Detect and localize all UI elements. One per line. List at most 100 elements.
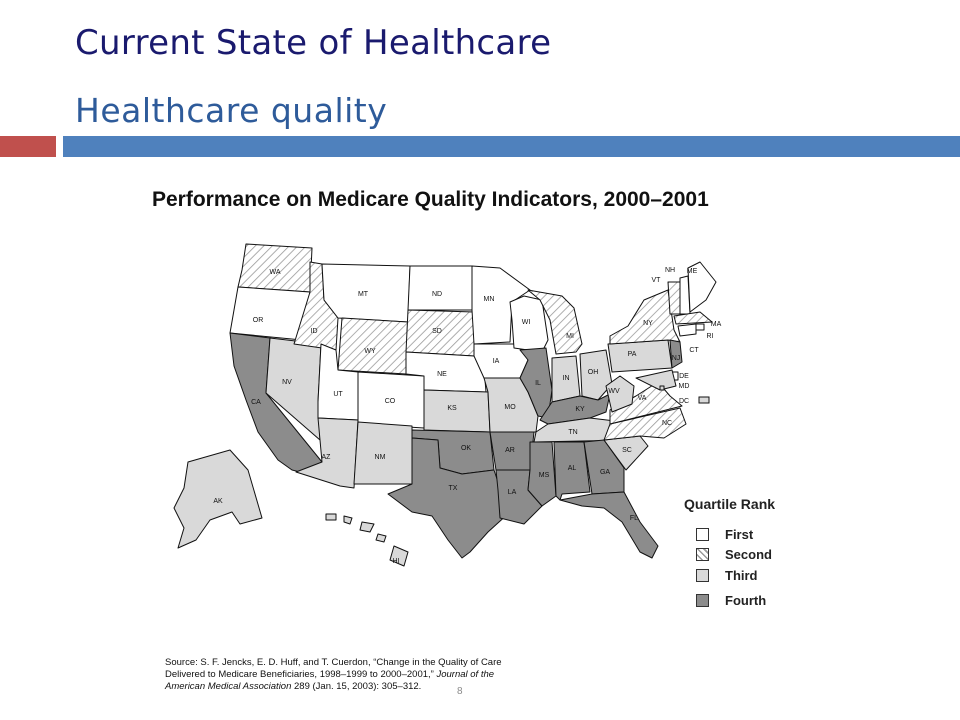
state-label-ut: UT — [333, 391, 343, 398]
state-label-tx: TX — [449, 485, 458, 492]
state-ct — [677, 323, 697, 337]
state-ri — [695, 323, 705, 331]
slide-title: Current State of Healthcare — [75, 23, 552, 63]
accent-bar-blue — [63, 136, 960, 157]
state-mi — [527, 289, 583, 355]
state-label-ma: MA — [711, 321, 722, 328]
state-label-pa: PA — [628, 351, 637, 358]
state-pa — [607, 339, 673, 373]
state-label-wi: WI — [522, 319, 531, 326]
state-ks — [423, 389, 491, 433]
state-label-md: MD — [679, 383, 690, 390]
state-fl — [559, 491, 659, 559]
state-label-va: VA — [638, 395, 647, 402]
state-md — [635, 369, 677, 391]
legend-item-first: First — [696, 526, 753, 542]
state-label-ms: MS — [539, 472, 550, 479]
state-label-id: ID — [311, 328, 318, 335]
state-hi — [325, 513, 409, 567]
state-label-nm: NM — [375, 454, 386, 461]
state-label-oh: OH — [588, 369, 599, 376]
legend-label-second: Second — [725, 546, 772, 562]
state-label-nj: NJ — [672, 355, 681, 362]
state-label-tn: TN — [568, 429, 577, 436]
state-label-az: AZ — [322, 454, 332, 461]
state-label-dc: DC — [679, 398, 689, 405]
source-prefix: Source: S. F. Jencks, E. D. Huff, and T.… — [165, 657, 502, 680]
state-label-wa: WA — [269, 269, 280, 276]
state-label-ak: AK — [213, 498, 223, 505]
state-label-hi: HI — [393, 558, 400, 565]
state-wa — [237, 243, 313, 293]
legend-swatch-fourth — [696, 593, 709, 607]
state-tx — [387, 437, 511, 559]
state-nd — [407, 265, 473, 311]
state-label-ny: NY — [643, 320, 653, 327]
state-me — [687, 261, 717, 313]
state-dc — [659, 385, 665, 391]
state-label-ne: NE — [437, 371, 447, 378]
state-label-me: ME — [687, 268, 698, 275]
state-vt — [667, 281, 681, 315]
state-va — [609, 381, 683, 425]
source-journal: Journal of the American Medical Associat… — [165, 669, 495, 692]
state-label-co: CO — [385, 398, 396, 405]
state-label-ga: GA — [600, 469, 610, 476]
legend-swatch-second — [696, 547, 709, 561]
state-mn — [471, 265, 531, 345]
state-label-vt: VT — [652, 277, 662, 284]
accent-bar-red — [0, 136, 56, 157]
source-citation: Source: S. F. Jencks, E. D. Huff, and T.… — [165, 657, 515, 693]
state-label-sc: SC — [622, 447, 632, 454]
state-label-ia: IA — [493, 358, 500, 365]
state-label-mi: MI — [566, 333, 574, 340]
legend-item-third: Third — [696, 567, 758, 583]
state-nj — [669, 339, 683, 369]
state-label-fl: FL — [630, 515, 638, 522]
state-ms — [527, 441, 557, 507]
states-layer — [173, 243, 717, 567]
legend-item-fourth: Fourth — [696, 592, 766, 608]
state-ak — [173, 449, 263, 549]
legend-swatch-third — [696, 568, 709, 582]
state-label-ri: RI — [707, 333, 714, 340]
state-label-nv: NV — [282, 379, 292, 386]
state-ma — [673, 311, 713, 325]
state-label-wy: WY — [364, 348, 376, 355]
state-az — [295, 417, 359, 489]
state-label-ca: CA — [251, 399, 261, 406]
state-wi — [509, 295, 549, 353]
state-label-nc: NC — [662, 420, 672, 427]
state-label-il: IL — [535, 380, 541, 387]
slide-subtitle: Healthcare quality — [75, 91, 388, 130]
page-number: 8 — [457, 686, 463, 697]
state-label-mo: MO — [504, 404, 516, 411]
state-wy — [337, 317, 409, 375]
state-label-ar: AR — [505, 447, 515, 454]
state-label-la: LA — [508, 489, 517, 496]
legend-item-second: Second — [696, 546, 772, 562]
state-label-ky: KY — [575, 406, 585, 413]
state-label-de: DE — [679, 373, 689, 380]
state-label-wv: WV — [608, 388, 620, 395]
state-label-ok: OK — [461, 445, 471, 452]
state-label-mt: MT — [358, 291, 369, 298]
legend-title: Quartile Rank — [684, 496, 776, 512]
state-ny — [609, 289, 681, 345]
map-title: Performance on Medicare Quality Indicato… — [152, 188, 709, 211]
state-label-or: OR — [253, 317, 264, 324]
state-wv — [605, 375, 635, 413]
state-labels-layer: WA OR CA NV ID MT WY UT CO AZ NM ND SD NE KS OK TX MN IA MO… — [213, 267, 721, 565]
state-label-nd: ND — [432, 291, 442, 298]
legend-swatch-first — [696, 527, 709, 541]
state-nm — [353, 421, 413, 485]
state-nc — [603, 407, 687, 441]
legend-label-third: Third — [725, 567, 758, 583]
state-oh — [579, 349, 613, 401]
state-label-nh: NH — [665, 267, 675, 274]
state-label-al: AL — [568, 465, 577, 472]
legend-label-first: First — [725, 526, 754, 542]
source-suffix: 289 (Jan. 15, 2003): 305–312. — [291, 681, 422, 692]
state-label-ct: CT — [689, 347, 699, 354]
state-label-sd: SD — [432, 328, 442, 335]
